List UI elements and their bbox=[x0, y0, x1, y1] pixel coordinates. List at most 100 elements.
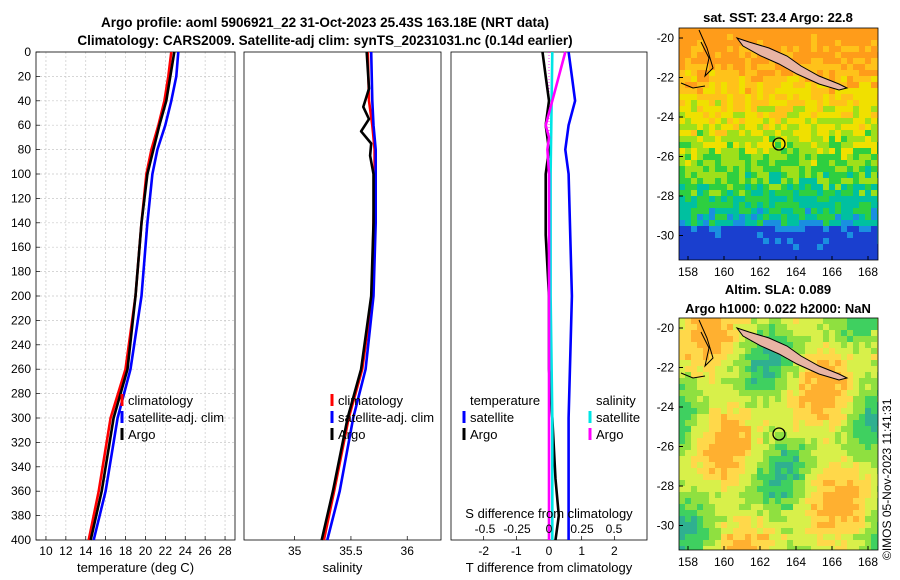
map-cell bbox=[727, 58, 733, 64]
map-cell bbox=[793, 396, 799, 402]
map-cell bbox=[841, 462, 847, 468]
map-cell bbox=[733, 516, 739, 522]
map-cell bbox=[805, 408, 811, 414]
map-cell bbox=[709, 510, 715, 516]
map-cell bbox=[811, 154, 817, 160]
map-cell bbox=[787, 378, 793, 384]
map-cell bbox=[745, 426, 751, 432]
series-line-s-argo bbox=[544, 51, 567, 540]
map-cell bbox=[727, 504, 733, 510]
map-cell bbox=[865, 226, 871, 232]
map-cell bbox=[817, 396, 823, 402]
map-cell bbox=[679, 516, 685, 522]
map-cell bbox=[757, 522, 763, 528]
map-cell bbox=[787, 100, 793, 106]
map-cell bbox=[721, 40, 727, 46]
map-cell bbox=[715, 166, 721, 172]
map-cell bbox=[847, 534, 853, 540]
map-cell bbox=[841, 444, 847, 450]
map-cell bbox=[715, 130, 721, 136]
map-cell bbox=[841, 70, 847, 76]
map-cell bbox=[781, 444, 787, 450]
map-cell bbox=[739, 172, 745, 178]
map-cell bbox=[775, 220, 781, 226]
map-cell bbox=[853, 480, 859, 486]
map-cell bbox=[811, 94, 817, 100]
map-cell bbox=[829, 202, 835, 208]
map-cell bbox=[739, 378, 745, 384]
map-cell bbox=[811, 100, 817, 106]
map-cell bbox=[835, 148, 841, 154]
map-cell bbox=[739, 232, 745, 238]
map-cell bbox=[847, 414, 853, 420]
map-cell bbox=[811, 342, 817, 348]
map-cell bbox=[763, 82, 769, 88]
map-cell bbox=[799, 330, 805, 336]
map-cell bbox=[823, 196, 829, 202]
map-cell bbox=[823, 546, 829, 550]
map-cell bbox=[805, 390, 811, 396]
map-cell bbox=[697, 456, 703, 462]
map-cell bbox=[685, 124, 691, 130]
map-cell bbox=[751, 238, 757, 244]
map-cell bbox=[733, 88, 739, 94]
map-cell bbox=[877, 342, 878, 348]
map-cell bbox=[781, 510, 787, 516]
map-cell bbox=[691, 244, 697, 250]
map-cell bbox=[739, 178, 745, 184]
map-cell bbox=[739, 486, 745, 492]
map-cell bbox=[817, 336, 823, 342]
map-cell bbox=[871, 330, 877, 336]
map-cell bbox=[823, 354, 829, 360]
map-cell bbox=[763, 106, 769, 112]
map-cell bbox=[859, 238, 865, 244]
map-cell bbox=[739, 208, 745, 214]
legend-label: Argo bbox=[128, 427, 155, 442]
map-cell bbox=[715, 136, 721, 142]
map-cell bbox=[745, 178, 751, 184]
map-cell bbox=[727, 166, 733, 172]
map-cell bbox=[763, 130, 769, 136]
map-cell bbox=[871, 52, 877, 58]
map-cell bbox=[739, 184, 745, 190]
map-cell bbox=[685, 510, 691, 516]
map-cell bbox=[733, 330, 739, 336]
map-cell bbox=[805, 402, 811, 408]
map-cell bbox=[871, 148, 877, 154]
map-cell bbox=[805, 342, 811, 348]
map-cell bbox=[841, 226, 847, 232]
map-cell bbox=[793, 184, 799, 190]
map-cell bbox=[847, 130, 853, 136]
map-cell bbox=[823, 492, 829, 498]
reef-outline bbox=[680, 372, 706, 379]
map-cell bbox=[727, 118, 733, 124]
map-cell bbox=[805, 540, 811, 546]
map-cell bbox=[709, 148, 715, 154]
map-cell bbox=[775, 124, 781, 130]
map-cell bbox=[865, 112, 871, 118]
map-cell bbox=[847, 100, 853, 106]
map-cell bbox=[703, 384, 709, 390]
x-axis-label: T difference from climatology bbox=[466, 560, 633, 575]
map-cell bbox=[763, 348, 769, 354]
map-cell bbox=[685, 118, 691, 124]
map-cell bbox=[841, 202, 847, 208]
map-cell bbox=[781, 70, 787, 76]
map-cell bbox=[835, 330, 841, 336]
map-cell bbox=[739, 366, 745, 372]
map-cell bbox=[811, 420, 817, 426]
map-cell bbox=[757, 214, 763, 220]
map-cell bbox=[865, 432, 871, 438]
legend-label: Argo bbox=[338, 427, 365, 442]
map-cell bbox=[715, 34, 721, 40]
map-cell bbox=[781, 250, 787, 256]
map-cell bbox=[793, 348, 799, 354]
map-cell bbox=[847, 474, 853, 480]
map-cell bbox=[739, 432, 745, 438]
map-cell bbox=[871, 486, 877, 492]
map-cell bbox=[745, 504, 751, 510]
map-cell bbox=[805, 226, 811, 232]
map-cell bbox=[715, 28, 721, 34]
map-cell bbox=[853, 166, 859, 172]
map-cell bbox=[703, 76, 709, 82]
